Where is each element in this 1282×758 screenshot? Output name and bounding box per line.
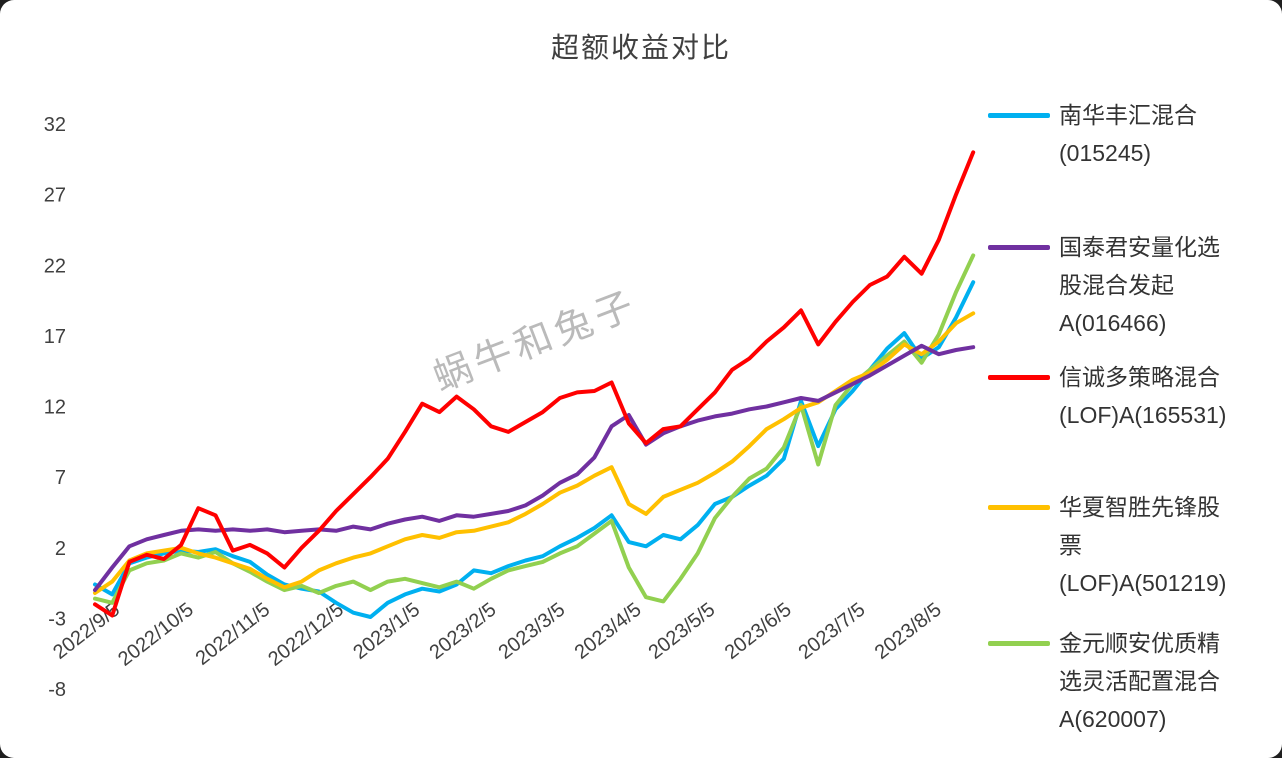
legend-swatch-line: [988, 641, 1050, 646]
series-line-nanhua-fenghui: [93, 280, 976, 619]
x-axis-tick-label: 2023/6/5: [721, 599, 796, 664]
x-axis-tick-label: 2023/2/5: [426, 599, 501, 664]
chart-title: 超额收益对比: [550, 32, 731, 63]
x-axis-tick-label: 2022/11/5: [192, 599, 274, 670]
y-axis-tick-label: 32: [44, 114, 66, 136]
series-line-huaxia-zhisheng: [93, 311, 976, 595]
legend-item-guotai-junan: 国泰君安量化选 股混合发起 A(016466): [988, 228, 1220, 342]
y-axis-tick-label: 22: [44, 255, 66, 277]
y-axis-tick-label: 27: [44, 185, 66, 207]
y-axis-tick-label: -8: [48, 679, 66, 701]
legend-item-nanhua-fenghui: 南华丰汇混合 (015245): [988, 96, 1197, 172]
legend-swatch-line: [988, 113, 1050, 118]
x-axis-tick-label: 2023/4/5: [571, 599, 646, 664]
legend-label: 信诚多策略混合 (LOF)A(165531): [1059, 364, 1227, 428]
legend-label: 国泰君安量化选 股混合发起 A(016466): [1059, 234, 1220, 336]
x-axis-tick-label: 2023/1/5: [349, 599, 424, 664]
legend-item-huaxia-zhisheng: 华夏智胜先锋股 票 (LOF)A(501219): [988, 488, 1226, 602]
legend-label: 南华丰汇混合 (015245): [1059, 102, 1197, 166]
y-axis-tick-label: 7: [55, 467, 66, 489]
legend-swatch-line: [988, 245, 1050, 250]
series-line-xincheng-duocelue: [93, 150, 976, 618]
series-line-jinyuan-shunan: [93, 253, 976, 605]
x-axis-tick-label: 2022/10/5: [114, 599, 198, 671]
y-axis-tick-label: -3: [48, 608, 66, 630]
y-axis-tick-label: 2: [55, 538, 66, 560]
x-axis-tick-label: 2023/8/5: [871, 599, 946, 664]
x-axis-tick-label: 2023/3/5: [494, 599, 569, 664]
legend-swatch-line: [988, 505, 1050, 510]
chart-legend: 南华丰汇混合 (015245) 国泰君安量化选 股混合发起 A(016466) …: [988, 0, 1282, 758]
excess-return-line-chart: 322722171272-3-82022/9/52022/10/52022/11…: [44, 114, 976, 701]
x-axis-tick-label: 2023/5/5: [644, 599, 719, 664]
y-axis-tick-label: 12: [44, 397, 66, 419]
legend-item-xincheng-duocelue: 信诚多策略混合 (LOF)A(165531): [988, 358, 1226, 434]
series-line-guotai-junan: [93, 343, 976, 593]
y-axis-tick-label: 17: [44, 326, 66, 348]
x-axis-tick-label: 2022/12/5: [264, 599, 348, 671]
legend-label: 华夏智胜先锋股 票 (LOF)A(501219): [1059, 494, 1227, 596]
x-axis-tick-label: 2023/7/5: [795, 599, 870, 664]
legend-item-jinyuan-shunan: 金元顺安优质精 选灵活配置混合 A(620007): [988, 624, 1220, 738]
legend-swatch-line: [988, 375, 1050, 380]
legend-label: 金元顺安优质精 选灵活配置混合 A(620007): [1059, 630, 1220, 732]
